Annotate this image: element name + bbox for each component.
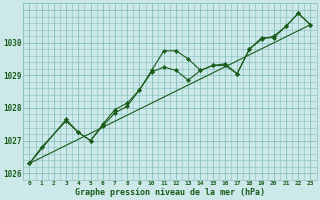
X-axis label: Graphe pression niveau de la mer (hPa): Graphe pression niveau de la mer (hPa) xyxy=(75,188,265,197)
